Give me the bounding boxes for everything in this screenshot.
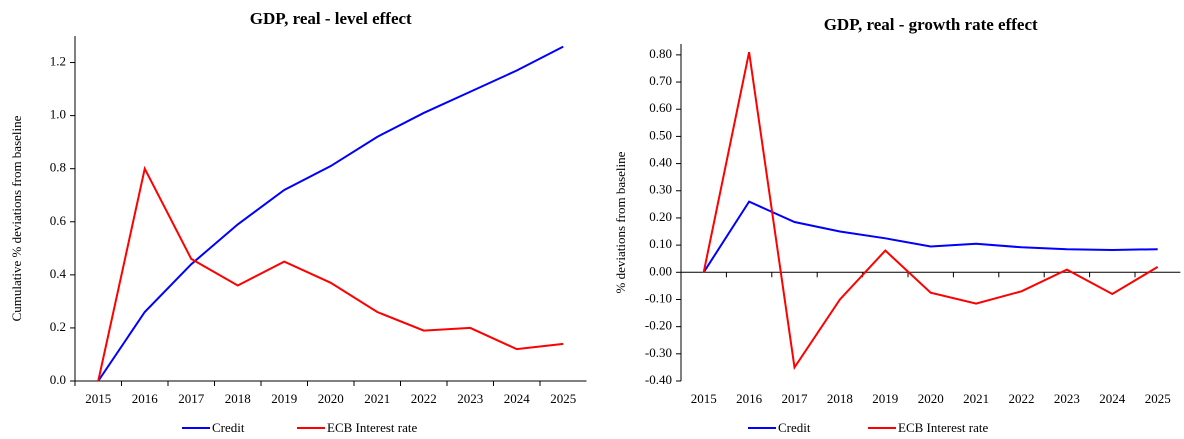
x-tick-label: 2018 [225, 391, 251, 406]
x-tick-label: 2015 [691, 391, 717, 406]
y-tick-label: 0.2 [50, 319, 66, 334]
y-tick-label: -0.30 [645, 345, 672, 360]
legend-label: ECB Interest rate [898, 420, 988, 435]
legend-label: Credit [212, 420, 245, 435]
y-tick-label: 0.00 [649, 263, 672, 278]
x-tick-label: 2015 [85, 391, 111, 406]
legend-label: ECB Interest rate [327, 420, 417, 435]
y-tick-label: -0.40 [645, 372, 672, 387]
chart-title: GDP, real - growth rate effect [824, 15, 1038, 34]
series-line [97, 165, 564, 382]
series-line [97, 45, 564, 382]
series-line [702, 200, 1158, 273]
x-tick-label: 2020 [318, 391, 344, 406]
y-tick-label: 0.8 [50, 160, 66, 175]
x-tick-label: 2023 [457, 391, 483, 406]
x-tick-label: 2025 [550, 391, 576, 406]
chart-title: GDP, real - level effect [250, 9, 412, 28]
y-tick-label: -0.10 [645, 290, 672, 305]
y-tick-label: 1.0 [50, 107, 66, 122]
x-tick-label: 2024 [1099, 391, 1126, 406]
x-tick-label: 2020 [918, 391, 944, 406]
y-tick-label: 0.30 [649, 182, 672, 197]
y-tick-label: 0.70 [649, 73, 672, 88]
x-tick-label: 2016 [736, 391, 763, 406]
x-tick-label: 2016 [132, 391, 159, 406]
y-tick-label: 0.4 [50, 266, 67, 281]
y-tick-label: 1.2 [50, 54, 66, 69]
x-tick-label: 2022 [411, 391, 437, 406]
y-tick-label: 0.10 [649, 236, 672, 251]
x-tick-label: 2024 [504, 391, 531, 406]
y-tick-label: 0.6 [50, 213, 67, 228]
x-tick-label: 2018 [827, 391, 853, 406]
x-tick-label: 2021 [963, 391, 989, 406]
x-tick-label: 2021 [364, 391, 390, 406]
x-tick-label: 2019 [872, 391, 898, 406]
y-tick-label: 0.60 [649, 100, 672, 115]
y-tick-label: 0.80 [649, 46, 672, 61]
x-tick-label: 2017 [782, 391, 809, 406]
x-tick-label: 2025 [1145, 391, 1171, 406]
legend-label: Credit [778, 420, 811, 435]
y-tick-label: -0.20 [645, 318, 672, 333]
y-tick-label: 0.20 [649, 209, 672, 224]
x-tick-label: 2022 [1009, 391, 1035, 406]
x-tick-label: 2023 [1054, 391, 1080, 406]
series-line [702, 51, 1159, 371]
y-axis-label: % deviations from baseline [613, 151, 628, 293]
x-tick-label: 2019 [271, 391, 297, 406]
y-axis-label: Cumulative % deviations from baseline [9, 115, 24, 321]
y-tick-label: 0.0 [50, 372, 66, 387]
y-tick-label: 0.40 [649, 155, 672, 170]
y-tick-label: 0.50 [649, 127, 672, 142]
x-tick-label: 2017 [178, 391, 205, 406]
